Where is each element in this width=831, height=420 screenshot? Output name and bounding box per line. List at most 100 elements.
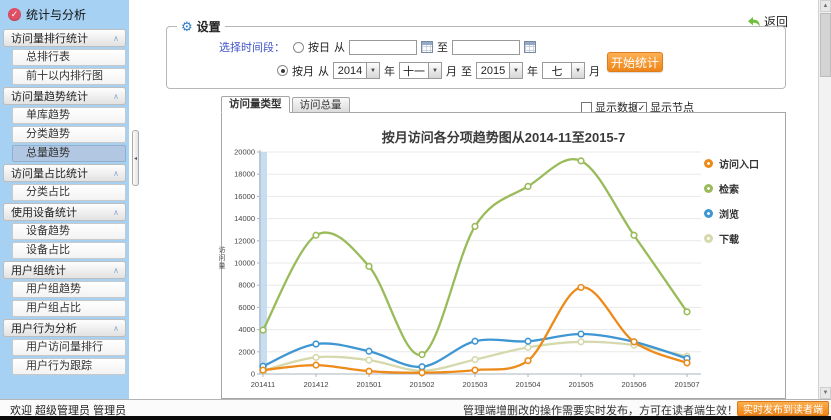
legend-item[interactable]: 浏览 xyxy=(704,206,759,221)
scrollbar-thumb[interactable] xyxy=(820,13,831,77)
sidebar-item[interactable]: 单库趋势 xyxy=(12,107,126,124)
chart-tabs: 访问量类型 访问总量 xyxy=(221,96,352,113)
by-day-radio[interactable] xyxy=(293,41,304,53)
trend-chart: 0 2000 4000 6000 8000 10000 12000 14000 16000 180… xyxy=(234,148,701,389)
svg-text:201504: 201504 xyxy=(515,380,540,389)
legend-dot-icon xyxy=(704,159,713,168)
svg-text:8000: 8000 xyxy=(238,281,255,290)
chart-legend: 访问入口检索浏览下载 xyxy=(704,156,759,256)
settings-legend: ⚙ 设置 xyxy=(177,18,225,35)
sidebar-group-header[interactable]: 访问量排行统计 ∧ xyxy=(3,29,126,47)
from-month-select[interactable]: 十一 ▼ xyxy=(399,62,442,79)
show-nodes-checkbox-group[interactable]: ✓ 显示节点 xyxy=(636,99,694,115)
svg-text:4000: 4000 xyxy=(238,325,255,334)
sidebar-menu: 访问量排行统计 ∧ 总排行表前十以内排行图访问量趋势统计 ∧ 单库趋势分类趋势总量趋势访… xyxy=(0,29,129,375)
start-statistics-button[interactable]: 开始统计 xyxy=(607,52,663,72)
month-label: 月 xyxy=(589,65,600,78)
svg-text:14000: 14000 xyxy=(234,214,255,223)
tab-visit-type[interactable]: 访问量类型 xyxy=(221,96,290,113)
sidebar-item[interactable]: 分类占比 xyxy=(12,184,126,201)
to-year-select[interactable]: 2015 ▼ xyxy=(476,62,523,79)
chevron-up-icon: ∧ xyxy=(113,265,119,275)
show-nodes-checkbox[interactable]: ✓ xyxy=(636,101,647,113)
sidebar-title: ✓ 统计与分析 xyxy=(0,0,129,26)
welcome-text: 欢迎 超级管理员 管理员 xyxy=(10,405,127,417)
show-data-checkbox[interactable] xyxy=(581,101,592,113)
chevron-up-icon: ∧ xyxy=(113,91,119,101)
sidebar-item[interactable]: 前十以内排行图 xyxy=(12,68,126,85)
sidebar-group-header[interactable]: 用户组统计 ∧ xyxy=(3,261,126,279)
sidebar-group-header[interactable]: 访问量趋势统计 ∧ xyxy=(3,87,126,105)
from-month-value: 十一 xyxy=(403,65,425,78)
publish-notice: 管理端增删改的操作需要实时发布，方可在读者端生效！ xyxy=(463,405,738,417)
legend-item[interactable]: 访问入口 xyxy=(704,156,759,171)
svg-text:2000: 2000 xyxy=(238,347,255,356)
by-day-row: 选择时间段： 按日 从 至 xyxy=(219,39,536,55)
sidebar-group-label: 用户组统计 xyxy=(11,265,66,277)
y-axis-label: 访问量 xyxy=(218,246,225,270)
legend-label: 检索 xyxy=(719,185,739,196)
chevron-up-icon: ∧ xyxy=(113,207,119,217)
collapse-left-icon: ◂ xyxy=(133,155,137,162)
svg-text:16000: 16000 xyxy=(234,192,255,201)
settings-panel: ⚙ 设置 选择时间段： 按日 从 至 按月 从 2014 ▼ 年 十一 ▼ xyxy=(166,18,786,89)
publish-button[interactable]: 实时发布到读者端 xyxy=(737,401,829,416)
chart-title: 按月访问各分项趋势图从2014-11至2015-7 xyxy=(381,130,626,145)
chart-panel: 按月访问各分项趋势图从2014-11至2015-7 xyxy=(221,112,786,399)
sidebar-group-header[interactable]: 使用设备统计 ∧ xyxy=(3,203,126,221)
calendar-icon[interactable] xyxy=(421,41,433,53)
legend-item[interactable]: 下载 xyxy=(704,231,759,246)
scroll-down-icon[interactable]: ▼ xyxy=(820,387,831,399)
scroll-up-icon[interactable]: ▲ xyxy=(820,0,831,12)
svg-text:201507: 201507 xyxy=(674,380,699,389)
tab-visit-total[interactable]: 访问总量 xyxy=(291,97,350,113)
sidebar-item[interactable]: 总排行表 xyxy=(12,49,126,66)
sidebar-collapse-handle[interactable]: ◂ xyxy=(132,130,139,186)
by-month-label[interactable]: 按月 xyxy=(292,65,314,78)
sidebar-item[interactable]: 设备趋势 xyxy=(12,223,126,240)
by-month-radio[interactable] xyxy=(277,65,288,76)
vertical-scrollbar[interactable]: ▲ ▼ xyxy=(818,0,831,399)
sidebar-item[interactable]: 用户访问量排行 xyxy=(12,339,126,356)
sidebar-group-label: 用户行为分析 xyxy=(11,323,77,335)
sidebar: ✓ 统计与分析 访问量排行统计 ∧ 总排行表前十以内排行图访问量趋势统计 ∧ 单库趋势分… xyxy=(0,0,129,399)
calendar-icon[interactable] xyxy=(524,41,536,53)
sidebar-item[interactable]: 分类趋势 xyxy=(12,126,126,143)
to-month-select[interactable]: 七 ▼ xyxy=(542,62,585,79)
from-label: 从 xyxy=(334,42,345,54)
legend-dot-icon xyxy=(704,234,713,243)
legend-dot-icon xyxy=(704,209,713,218)
sidebar-item[interactable]: 设备占比 xyxy=(12,242,126,259)
svg-text:201411: 201411 xyxy=(251,380,275,389)
sidebar-item[interactable]: 用户组占比 xyxy=(12,300,126,317)
to-year-value: 2015 xyxy=(480,64,506,77)
sidebar-group-header[interactable]: 访问量占比统计 ∧ xyxy=(3,164,126,182)
by-day-label[interactable]: 按日 xyxy=(308,42,330,54)
svg-text:10000: 10000 xyxy=(234,259,255,268)
svg-text:201501: 201501 xyxy=(356,380,381,389)
legend-item[interactable]: 检索 xyxy=(704,181,759,196)
date-to-input[interactable] xyxy=(452,39,520,55)
return-arrow-icon xyxy=(748,16,760,27)
time-range-label: 选择时间段： xyxy=(219,42,285,54)
sidebar-group-header[interactable]: 用户行为分析 ∧ xyxy=(3,319,126,337)
to-label: 至 xyxy=(461,65,472,78)
legend-dot-icon xyxy=(704,184,713,193)
sidebar-group-label: 访问量占比统计 xyxy=(11,168,88,180)
from-year-select[interactable]: 2014 ▼ xyxy=(333,62,380,79)
svg-text:201412: 201412 xyxy=(303,380,328,389)
sidebar-item[interactable]: 用户组趋势 xyxy=(12,281,126,298)
footer-bar: 欢迎 超级管理员 管理员 管理端增删改的操作需要实时发布，方可在读者端生效！ 实… xyxy=(0,399,831,417)
date-from-input[interactable] xyxy=(349,39,417,55)
show-data-label: 显示数据 xyxy=(595,102,639,114)
svg-text:201503: 201503 xyxy=(462,380,487,389)
month-label: 月 xyxy=(446,65,457,78)
sidebar-group-label: 使用设备统计 xyxy=(11,207,77,219)
svg-text:201505: 201505 xyxy=(568,380,593,389)
svg-text:12000: 12000 xyxy=(234,236,255,245)
sidebar-item[interactable]: 总量趋势 xyxy=(12,145,126,162)
return-link[interactable]: 返回 xyxy=(747,13,788,30)
sidebar-item[interactable]: 用户行为跟踪 xyxy=(12,358,126,375)
dropdown-icon: ▼ xyxy=(571,63,584,78)
